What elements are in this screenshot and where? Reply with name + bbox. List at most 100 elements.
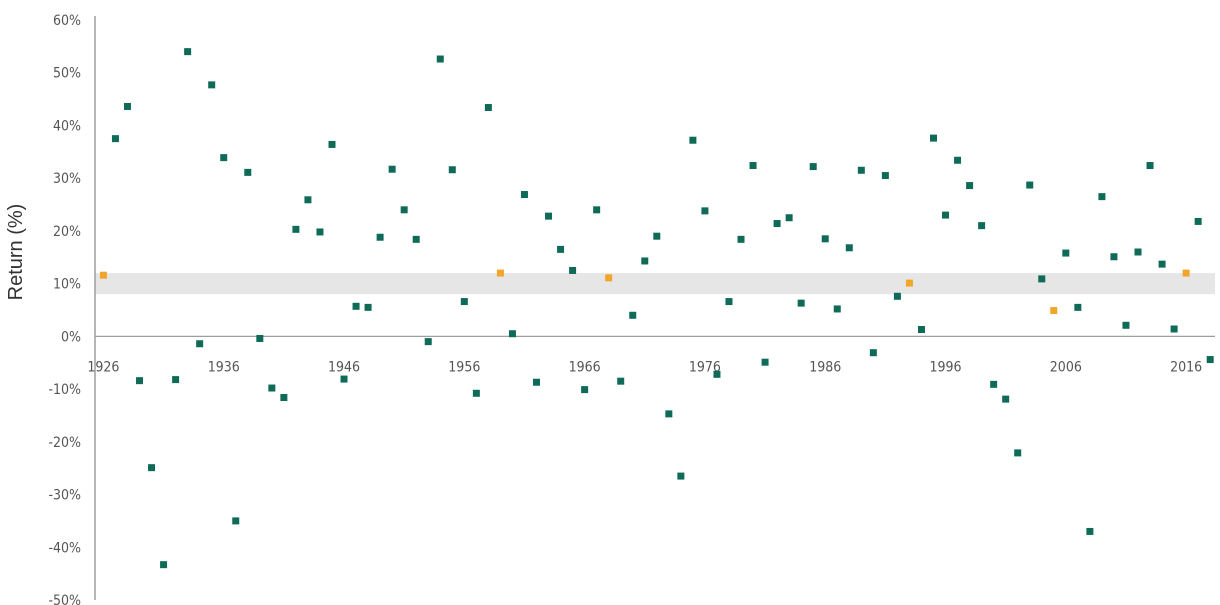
data-point (1062, 249, 1070, 257)
data-point (689, 136, 697, 144)
data-point (557, 245, 565, 253)
data-point (268, 384, 276, 392)
data-point (1194, 217, 1202, 225)
data-point (436, 55, 444, 63)
x-tick-label: 1946 (328, 359, 360, 375)
data-point (172, 376, 180, 384)
data-point (232, 517, 240, 525)
data-point (412, 235, 420, 243)
data-point (737, 235, 745, 243)
data-point (761, 358, 769, 366)
data-point (869, 349, 877, 357)
data-point (1122, 321, 1130, 329)
y-tick-label: 30% (53, 171, 81, 187)
highlight-point (496, 269, 504, 277)
data-point (773, 220, 781, 228)
highlight-point (99, 271, 107, 279)
data-point (460, 298, 468, 306)
data-point (857, 166, 865, 174)
data-point (629, 311, 637, 319)
data-point (966, 182, 974, 190)
y-tick-label: 60% (53, 13, 81, 29)
data-point (244, 168, 252, 176)
y-tick-label: 50% (53, 66, 81, 82)
y-tick-labels: 60% 50% 40% 30% 20% 10% 0% -10% -20% -30% -40% -50% (48, 13, 81, 605)
data-point (617, 377, 625, 385)
data-point (1026, 181, 1034, 189)
data-point (220, 154, 228, 162)
data-point (400, 206, 408, 214)
data-point (533, 378, 541, 386)
data-point (581, 386, 589, 394)
y-tick-label: -30% (48, 488, 81, 504)
y-tick-label: 20% (53, 224, 81, 240)
data-point (942, 211, 950, 219)
y-tick-label: 0% (61, 329, 81, 345)
data-point (1206, 356, 1214, 364)
data-point (1014, 449, 1022, 457)
x-tick-label: 1956 (448, 359, 480, 375)
y-tick-label: -50% (48, 593, 81, 605)
data-point (1086, 527, 1094, 535)
data-point (292, 225, 300, 233)
data-point (484, 104, 492, 112)
y-tick-label: -40% (48, 540, 81, 556)
x-tick-label: 1976 (689, 359, 721, 375)
x-tick-label: 1996 (930, 359, 962, 375)
highlight-point (1050, 307, 1058, 315)
data-point (340, 375, 348, 383)
data-points (99, 48, 1214, 569)
data-point (364, 303, 372, 311)
data-point (677, 472, 685, 480)
y-axis-label: Return (%) (5, 204, 27, 301)
data-point (833, 305, 841, 313)
data-point (208, 81, 216, 89)
data-point (123, 102, 131, 110)
data-point (893, 292, 901, 300)
data-point (821, 235, 829, 243)
data-point (388, 165, 396, 173)
x-tick-label: 1966 (569, 359, 601, 375)
data-point (1002, 395, 1010, 403)
x-tick-labels: 1926 1936 1946 1956 1966 1976 1986 1996 2006 2016 (87, 359, 1202, 375)
x-tick-label: 1926 (87, 359, 119, 375)
data-point (448, 166, 456, 174)
y-tick-label: -10% (48, 382, 81, 398)
data-point (1038, 275, 1046, 283)
data-point (508, 330, 516, 338)
data-point (1158, 260, 1166, 268)
y-tick-label: 40% (53, 118, 81, 134)
data-point (665, 410, 673, 418)
data-point (701, 207, 709, 215)
data-point (196, 340, 204, 348)
data-point (1074, 303, 1082, 311)
average-range-band (95, 273, 1215, 295)
data-point (929, 134, 937, 142)
data-point (954, 156, 962, 164)
data-point (749, 162, 757, 170)
data-point (1170, 325, 1178, 333)
data-point (809, 163, 817, 171)
data-point (990, 380, 998, 388)
data-point (1134, 248, 1142, 256)
data-point (280, 394, 288, 402)
highlight-point (1182, 269, 1190, 277)
x-tick-label: 1986 (809, 359, 841, 375)
data-point (1098, 193, 1106, 201)
data-point (148, 464, 156, 472)
y-tick-label: -20% (48, 435, 81, 451)
data-point (725, 298, 733, 306)
data-point (304, 196, 312, 204)
data-point (797, 299, 805, 307)
x-tick-label: 2016 (1170, 359, 1202, 375)
data-point (376, 233, 384, 241)
data-point (978, 222, 986, 230)
highlight-point (605, 274, 613, 282)
data-point (472, 389, 480, 397)
data-point (328, 140, 336, 148)
data-point (881, 172, 889, 180)
data-point (520, 191, 528, 199)
data-point (785, 214, 793, 222)
y-tick-label: 10% (53, 277, 81, 293)
